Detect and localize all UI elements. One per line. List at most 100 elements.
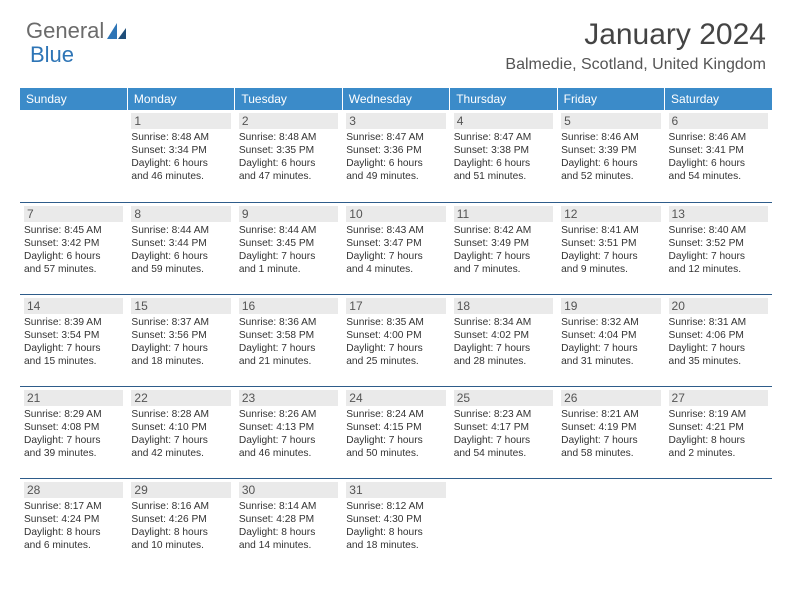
daylight-line: and 2 minutes. <box>669 447 768 460</box>
day-cell: 2Sunrise: 8:48 AMSunset: 3:35 PMDaylight… <box>235 110 342 202</box>
daylight-line: Daylight: 6 hours <box>454 157 553 170</box>
day-number: 12 <box>561 206 660 222</box>
day-number: 16 <box>239 298 338 314</box>
daylight-line: and 49 minutes. <box>346 170 445 183</box>
sunrise-line: Sunrise: 8:14 AM <box>239 500 338 513</box>
day-number: 17 <box>346 298 445 314</box>
daylight-line: and 54 minutes. <box>454 447 553 460</box>
daylight-line: and 31 minutes. <box>561 355 660 368</box>
sunset-line: Sunset: 3:36 PM <box>346 144 445 157</box>
day-number: 15 <box>131 298 230 314</box>
daylight-line: and 59 minutes. <box>131 263 230 276</box>
calendar-table: Sunday Monday Tuesday Wednesday Thursday… <box>20 88 772 570</box>
sunset-line: Sunset: 4:15 PM <box>346 421 445 434</box>
sunset-line: Sunset: 4:10 PM <box>131 421 230 434</box>
week-row: 14Sunrise: 8:39 AMSunset: 3:54 PMDayligh… <box>20 294 772 386</box>
sunrise-line: Sunrise: 8:41 AM <box>561 224 660 237</box>
day-cell <box>20 110 127 202</box>
sunset-line: Sunset: 4:04 PM <box>561 329 660 342</box>
sunset-line: Sunset: 4:28 PM <box>239 513 338 526</box>
logo: General <box>26 18 128 44</box>
daylight-line: and 21 minutes. <box>239 355 338 368</box>
daylight-line: Daylight: 7 hours <box>131 434 230 447</box>
sunset-line: Sunset: 4:06 PM <box>669 329 768 342</box>
sunset-line: Sunset: 4:24 PM <box>24 513 123 526</box>
daylight-line: and 12 minutes. <box>669 263 768 276</box>
sunrise-line: Sunrise: 8:16 AM <box>131 500 230 513</box>
sunrise-line: Sunrise: 8:48 AM <box>131 131 230 144</box>
daylight-line: and 58 minutes. <box>561 447 660 460</box>
daylight-line: Daylight: 7 hours <box>454 342 553 355</box>
sunset-line: Sunset: 3:42 PM <box>24 237 123 250</box>
day-cell: 9Sunrise: 8:44 AMSunset: 3:45 PMDaylight… <box>235 202 342 294</box>
sunrise-line: Sunrise: 8:35 AM <box>346 316 445 329</box>
weekday-header: Tuesday <box>235 88 342 110</box>
daylight-line: Daylight: 6 hours <box>24 250 123 263</box>
weekday-header: Sunday <box>20 88 127 110</box>
day-number: 8 <box>131 206 230 222</box>
sunset-line: Sunset: 4:30 PM <box>346 513 445 526</box>
daylight-line: Daylight: 7 hours <box>561 434 660 447</box>
weekday-header: Thursday <box>450 88 557 110</box>
day-number: 29 <box>131 482 230 498</box>
sunset-line: Sunset: 3:47 PM <box>346 237 445 250</box>
daylight-line: and 15 minutes. <box>24 355 123 368</box>
day-number: 21 <box>24 390 123 406</box>
day-cell: 27Sunrise: 8:19 AMSunset: 4:21 PMDayligh… <box>665 386 772 478</box>
day-number: 14 <box>24 298 123 314</box>
sunrise-line: Sunrise: 8:47 AM <box>346 131 445 144</box>
daylight-line: Daylight: 6 hours <box>131 157 230 170</box>
daylight-line: Daylight: 7 hours <box>669 250 768 263</box>
day-cell: 4Sunrise: 8:47 AMSunset: 3:38 PMDaylight… <box>450 110 557 202</box>
sunset-line: Sunset: 3:56 PM <box>131 329 230 342</box>
day-cell: 30Sunrise: 8:14 AMSunset: 4:28 PMDayligh… <box>235 478 342 570</box>
logo-text-blue: Blue <box>30 42 74 68</box>
day-number: 1 <box>131 113 230 129</box>
sunrise-line: Sunrise: 8:24 AM <box>346 408 445 421</box>
week-row: 1Sunrise: 8:48 AMSunset: 3:34 PMDaylight… <box>20 110 772 202</box>
day-number: 25 <box>454 390 553 406</box>
daylight-line: and 10 minutes. <box>131 539 230 552</box>
week-row: 21Sunrise: 8:29 AMSunset: 4:08 PMDayligh… <box>20 386 772 478</box>
day-cell: 8Sunrise: 8:44 AMSunset: 3:44 PMDaylight… <box>127 202 234 294</box>
calendar-body: 1Sunrise: 8:48 AMSunset: 3:34 PMDaylight… <box>20 110 772 570</box>
daylight-line: Daylight: 8 hours <box>346 526 445 539</box>
daylight-line: Daylight: 7 hours <box>346 250 445 263</box>
sunset-line: Sunset: 4:21 PM <box>669 421 768 434</box>
sunrise-line: Sunrise: 8:40 AM <box>669 224 768 237</box>
day-cell: 5Sunrise: 8:46 AMSunset: 3:39 PMDaylight… <box>557 110 664 202</box>
title-block: January 2024 Balmedie, Scotland, United … <box>505 18 766 74</box>
day-number: 4 <box>454 113 553 129</box>
day-number: 13 <box>669 206 768 222</box>
day-cell: 3Sunrise: 8:47 AMSunset: 3:36 PMDaylight… <box>342 110 449 202</box>
daylight-line: Daylight: 6 hours <box>346 157 445 170</box>
sunset-line: Sunset: 3:35 PM <box>239 144 338 157</box>
sunrise-line: Sunrise: 8:46 AM <box>561 131 660 144</box>
day-cell: 16Sunrise: 8:36 AMSunset: 3:58 PMDayligh… <box>235 294 342 386</box>
sunrise-line: Sunrise: 8:26 AM <box>239 408 338 421</box>
daylight-line: Daylight: 7 hours <box>454 434 553 447</box>
daylight-line: and 1 minute. <box>239 263 338 276</box>
sunrise-line: Sunrise: 8:29 AM <box>24 408 123 421</box>
daylight-line: and 25 minutes. <box>346 355 445 368</box>
logo-text-general: General <box>26 18 104 44</box>
day-number: 5 <box>561 113 660 129</box>
sunrise-line: Sunrise: 8:31 AM <box>669 316 768 329</box>
day-number: 30 <box>239 482 338 498</box>
sunset-line: Sunset: 4:19 PM <box>561 421 660 434</box>
daylight-line: Daylight: 7 hours <box>239 434 338 447</box>
day-number: 26 <box>561 390 660 406</box>
weekday-header-row: Sunday Monday Tuesday Wednesday Thursday… <box>20 88 772 110</box>
sunset-line: Sunset: 4:02 PM <box>454 329 553 342</box>
daylight-line: Daylight: 6 hours <box>669 157 768 170</box>
daylight-line: Daylight: 7 hours <box>346 342 445 355</box>
daylight-line: Daylight: 7 hours <box>131 342 230 355</box>
day-cell <box>665 478 772 570</box>
day-number: 9 <box>239 206 338 222</box>
day-number: 27 <box>669 390 768 406</box>
daylight-line: Daylight: 7 hours <box>561 342 660 355</box>
sunset-line: Sunset: 3:49 PM <box>454 237 553 250</box>
day-cell: 23Sunrise: 8:26 AMSunset: 4:13 PMDayligh… <box>235 386 342 478</box>
day-number: 22 <box>131 390 230 406</box>
day-cell: 19Sunrise: 8:32 AMSunset: 4:04 PMDayligh… <box>557 294 664 386</box>
